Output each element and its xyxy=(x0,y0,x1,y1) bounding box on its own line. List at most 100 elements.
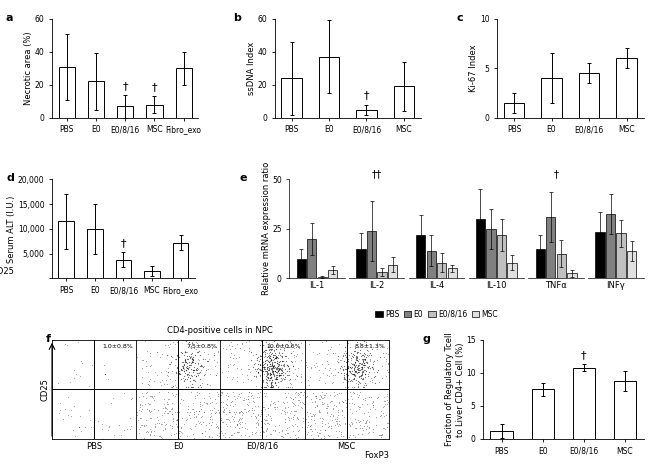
Point xyxy=(296,373,306,381)
Point xyxy=(350,376,361,383)
Point xyxy=(270,354,281,362)
Point xyxy=(346,361,357,368)
Point xyxy=(189,366,200,374)
Point xyxy=(257,427,267,435)
Point xyxy=(260,347,270,354)
Point xyxy=(277,432,287,439)
Point xyxy=(361,425,371,433)
Point xyxy=(188,410,199,418)
Point xyxy=(144,377,154,385)
Bar xyxy=(627,251,636,278)
Point xyxy=(153,417,163,424)
Point xyxy=(213,423,223,430)
Point xyxy=(212,388,222,395)
Point xyxy=(170,376,180,384)
Point xyxy=(266,368,277,375)
Point xyxy=(337,408,348,415)
Point xyxy=(213,424,223,431)
Point xyxy=(370,405,380,413)
Point xyxy=(161,420,171,428)
Point xyxy=(167,424,177,431)
Point xyxy=(255,366,266,374)
Y-axis label: Fraciton of Regulatory Tcell
to Liver CD4+ Cell (%): Fraciton of Regulatory Tcell to Liver CD… xyxy=(445,333,465,446)
Point xyxy=(376,433,386,441)
Point xyxy=(282,398,293,406)
Point xyxy=(159,418,169,425)
Point xyxy=(339,396,350,403)
Point xyxy=(267,364,278,372)
Point xyxy=(350,379,361,387)
Point xyxy=(207,433,217,441)
Point xyxy=(274,372,285,379)
Point xyxy=(309,417,319,424)
Point xyxy=(232,421,242,429)
Point xyxy=(135,401,145,409)
Point xyxy=(134,430,144,437)
Point xyxy=(343,352,354,359)
Point xyxy=(296,403,306,410)
Point xyxy=(224,409,234,416)
Point xyxy=(262,381,272,389)
Point xyxy=(251,367,261,375)
Point xyxy=(292,413,303,420)
Point xyxy=(352,354,362,362)
Point xyxy=(346,420,357,427)
Point xyxy=(343,364,353,372)
Point xyxy=(188,354,198,361)
Point xyxy=(196,361,206,369)
Point xyxy=(346,357,356,364)
Point xyxy=(358,357,368,364)
Point xyxy=(265,360,275,368)
Point xyxy=(380,425,390,433)
Point xyxy=(166,432,176,439)
Point xyxy=(199,349,209,356)
Point xyxy=(266,361,277,369)
Point xyxy=(255,412,265,419)
Point xyxy=(270,379,280,387)
Point xyxy=(306,412,317,419)
Point xyxy=(365,356,376,364)
Point xyxy=(47,368,58,375)
Point xyxy=(159,381,170,388)
Point xyxy=(350,345,360,352)
Point xyxy=(359,373,370,381)
Point xyxy=(139,422,150,429)
Point xyxy=(352,364,362,371)
Point xyxy=(266,364,276,371)
Point xyxy=(218,407,228,415)
Bar xyxy=(173,243,188,278)
Point xyxy=(271,375,281,383)
Point xyxy=(233,393,244,400)
Point xyxy=(361,419,371,427)
Point xyxy=(246,356,256,364)
Point xyxy=(200,432,210,440)
Point xyxy=(318,391,329,399)
Point xyxy=(377,342,387,350)
Point xyxy=(142,428,153,436)
Point xyxy=(257,376,268,383)
Point xyxy=(276,370,287,377)
Point xyxy=(335,356,346,363)
Point xyxy=(192,356,203,363)
Point xyxy=(276,340,287,348)
Point xyxy=(211,423,222,431)
Point xyxy=(283,389,293,397)
Point xyxy=(263,353,274,360)
Point xyxy=(184,338,194,346)
Point xyxy=(270,354,280,361)
Point xyxy=(356,373,367,380)
Point xyxy=(291,423,302,430)
Point xyxy=(288,396,298,403)
Point xyxy=(348,375,359,382)
Point xyxy=(163,388,174,396)
Point xyxy=(365,356,375,363)
Point xyxy=(204,389,214,396)
Point xyxy=(206,409,216,417)
Point xyxy=(359,410,369,417)
Point xyxy=(205,399,215,407)
Point xyxy=(315,391,325,398)
Point xyxy=(154,432,164,439)
Point xyxy=(226,338,236,346)
Point xyxy=(349,401,359,408)
Point xyxy=(256,409,266,416)
